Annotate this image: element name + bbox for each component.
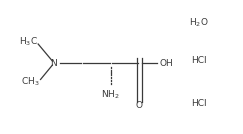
Text: H$_2$O: H$_2$O xyxy=(189,16,209,29)
Text: N: N xyxy=(50,59,57,68)
Text: H$_3$C: H$_3$C xyxy=(18,35,37,48)
Text: NH$_2$: NH$_2$ xyxy=(102,89,120,101)
Text: HCl: HCl xyxy=(191,56,207,65)
Text: O: O xyxy=(136,101,143,110)
Text: HCl: HCl xyxy=(191,99,207,108)
Text: CH$_3$: CH$_3$ xyxy=(21,76,40,88)
Text: OH: OH xyxy=(160,59,173,68)
